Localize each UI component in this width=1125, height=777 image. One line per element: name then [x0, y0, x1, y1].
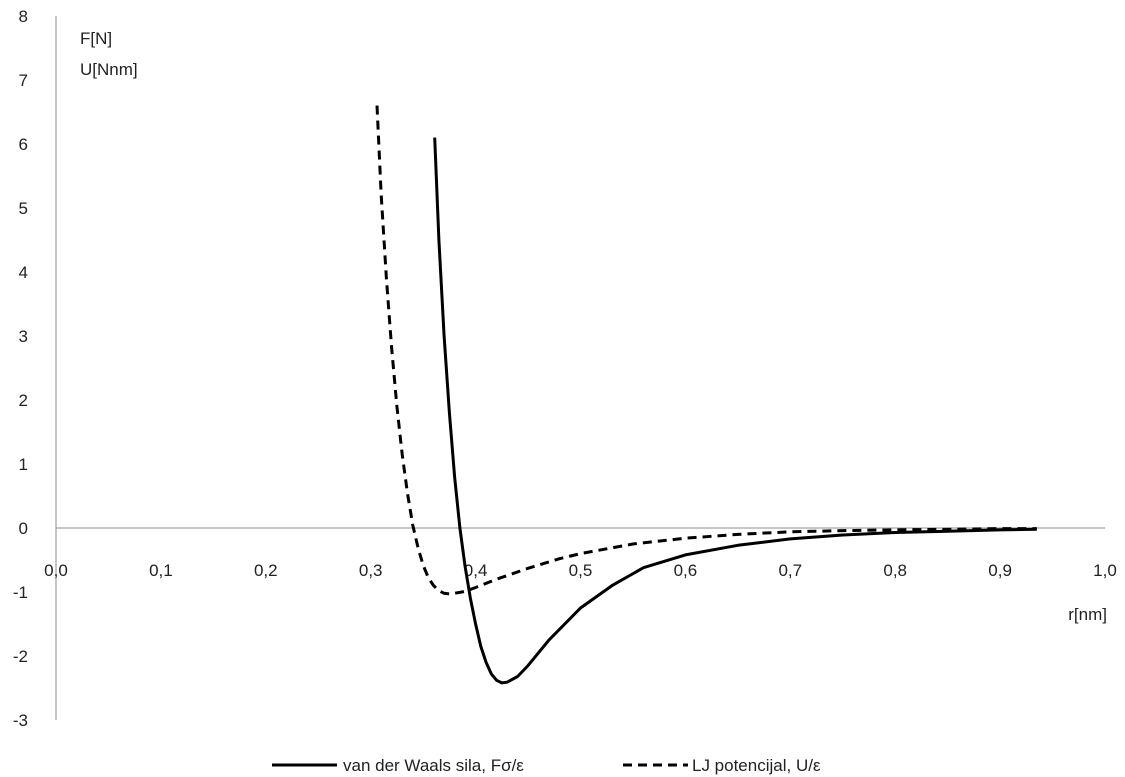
legend-label-potential: LJ potencijal, U/ε: [692, 756, 821, 775]
y-tick-label: 5: [19, 199, 28, 218]
y-axis-title-force: F[N]: [80, 29, 112, 48]
y-tick-label: 4: [19, 263, 28, 282]
series-line-potential: [375, 105, 1037, 596]
y-tick-label: -3: [13, 711, 28, 730]
y-tick-label: 7: [19, 71, 28, 90]
x-tick-label: 0,3: [359, 561, 383, 580]
x-tick-label: 0,7: [778, 561, 802, 580]
y-tick-label: 0: [19, 519, 28, 538]
y-tick-label: 3: [19, 327, 28, 346]
legend-label-force: van der Waals sila, Fσ/ε: [343, 756, 524, 775]
x-tick-label: 0,2: [254, 561, 278, 580]
y-tick-labels: -3 -2 -1 0 1 2 3 4 5 6 7 8: [13, 7, 28, 730]
series: [375, 105, 1037, 685]
x-tick-label: 0,4: [464, 561, 488, 580]
y-tick-label: -1: [13, 583, 28, 602]
axes: [55, 16, 1105, 720]
y-axis-title-potential: U[Nnm]: [80, 60, 138, 79]
legend: van der Waals sila, Fσ/ε LJ potencijal, …: [272, 756, 821, 775]
y-tick-label: 1: [19, 455, 28, 474]
x-tick-label: 0,0: [44, 561, 68, 580]
y-tick-label: 8: [19, 7, 28, 26]
x-tick-label: 0,6: [674, 561, 698, 580]
x-tick-label: 1,0: [1093, 561, 1117, 580]
x-tick-labels: 0,0 0,1 0,2 0,3 0,4 0,5 0,6 0,7 0,8 0,9 1,0: [44, 561, 1117, 580]
y-tick-label: 6: [19, 135, 28, 154]
x-axis-title: r[nm]: [1068, 605, 1107, 624]
series-line-force: [433, 137, 1037, 685]
x-tick-label: 0,9: [988, 561, 1012, 580]
y-tick-label: 2: [19, 391, 28, 410]
x-tick-label: 0,8: [883, 561, 907, 580]
x-tick-label: 0,5: [569, 561, 593, 580]
y-tick-label: -2: [13, 647, 28, 666]
x-tick-label: 0,1: [149, 561, 173, 580]
